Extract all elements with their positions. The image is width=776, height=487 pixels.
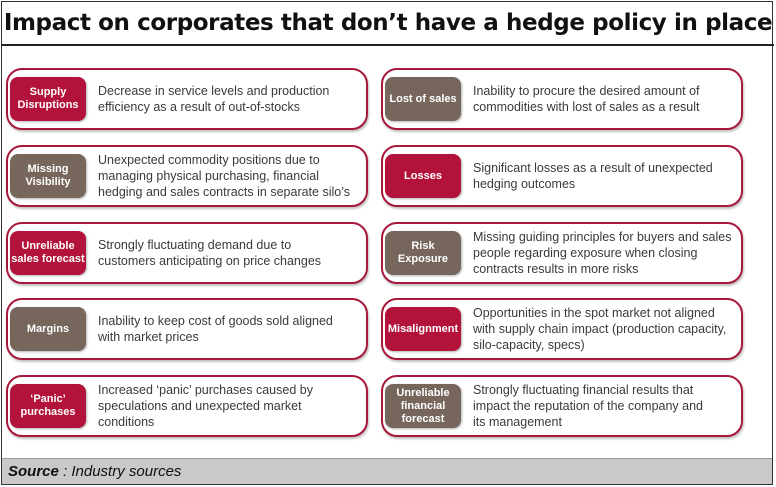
impact-description: Inability to procure the desired amount … [473,84,700,114]
impact-description: Strongly fluctuating demand due to custo… [98,238,322,268]
left-impact-card: Missing Visibility Unexpected commodity p… [6,145,368,207]
impact-badge: Losses [385,154,461,198]
impact-badge: Margins [10,307,86,351]
impact-badge: Supply Disruptions [10,77,86,121]
impact-description: Missing guiding principles for buyers an… [473,230,732,276]
impact-description: Significant losses as a result of unexpe… [473,161,713,191]
impact-description: Increased ‘panic’ purchases caused by sp… [98,383,313,429]
left-impact-card: ‘Panic’ purchases Increased ‘panic’ purch… [6,375,368,437]
right-impact-card: Lost of sales Inability to procure the de… [381,68,743,130]
impact-badge: Unreliable sales forecast [10,231,86,275]
impact-description: Opportunities in the spot market not ali… [473,306,727,352]
impact-badge: Missing Visibility [10,154,86,198]
left-impact-card: Supply Disruptions Decrease in service le… [6,68,368,130]
source-bar: Source : Industry sources [2,458,772,484]
page-title: Impact on corporates that don’t have a h… [2,2,774,46]
impact-description: Inability to keep cost of goods sold ali… [98,314,333,344]
impact-description: Decrease in service levels and productio… [98,84,330,114]
impact-description: Unexpected commodity positions due to ma… [98,153,351,199]
left-impact-card: Unreliable sales forecast Strongly fluctu… [6,222,368,284]
impact-badge: Misalignment [385,307,461,351]
impact-badge: Risk Exposure [385,231,461,275]
source-text: : Industry sources [58,463,182,480]
impact-badge: ‘Panic’ purchases [10,384,86,428]
impact-badge: Lost of sales [385,77,461,121]
right-impact-card: Risk Exposure Missing guiding principles … [381,222,743,284]
right-impact-card: Misalignment Opportunities in the spot ma… [381,298,743,360]
impact-badge: Unreliable financial forecast [385,384,461,428]
right-impact-card: Losses Significant losses as a result of … [381,145,743,207]
impact-description: Strongly fluctuating financial results t… [473,383,704,429]
right-impact-card: Unreliable financial forecast Strongly fl… [381,375,743,437]
left-impact-card: Margins Inability to keep cost of goods s… [6,298,368,360]
source-label: Source [8,463,59,480]
